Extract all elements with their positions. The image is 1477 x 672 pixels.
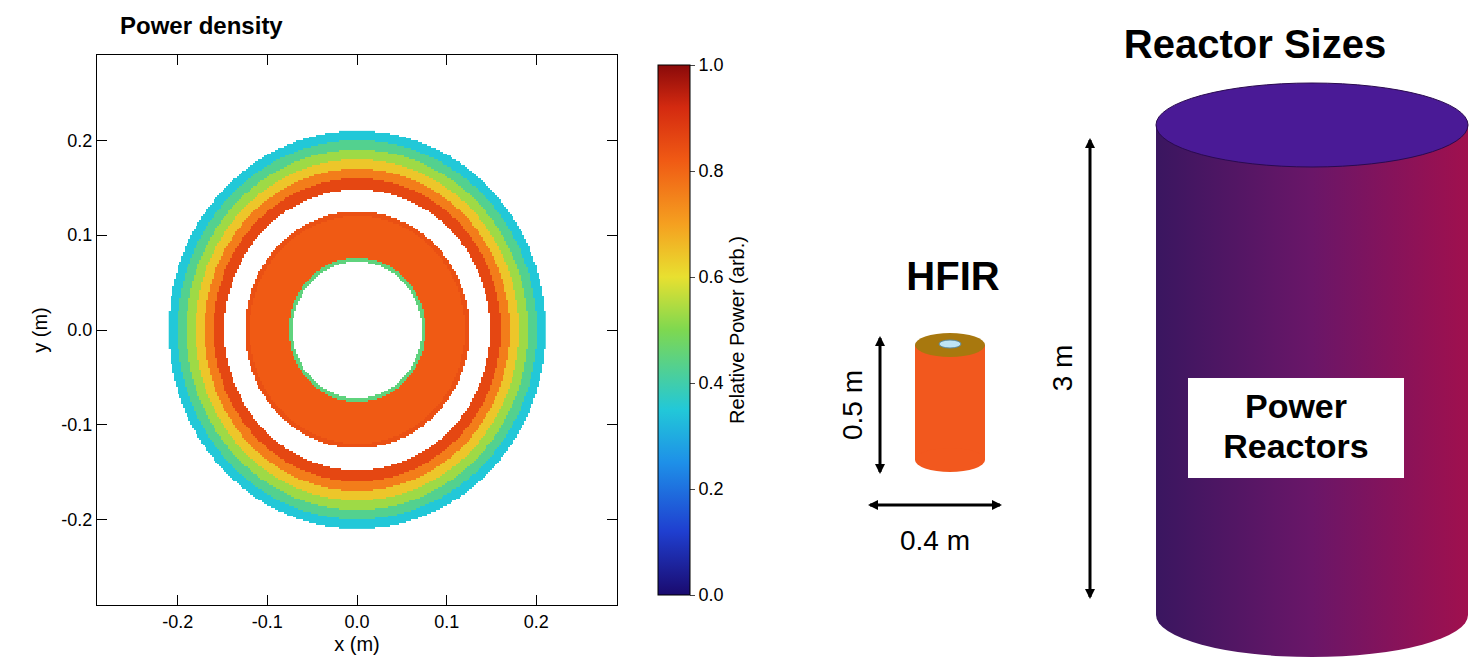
svg-text:0.6: 0.6	[699, 267, 724, 287]
svg-text:Power: Power	[1245, 387, 1347, 425]
svg-text:Reactors: Reactors	[1223, 427, 1369, 465]
svg-text:-0.2: -0.2	[61, 510, 92, 530]
svg-text:-0.1: -0.1	[252, 612, 283, 632]
svg-text:0.2: 0.2	[524, 612, 549, 632]
svg-text:x (m): x (m)	[334, 633, 380, 655]
svg-text:3 m: 3 m	[1047, 345, 1078, 392]
svg-text:y (m): y (m)	[29, 307, 51, 353]
svg-text:1.0: 1.0	[699, 55, 724, 75]
svg-text:Reactor Sizes: Reactor Sizes	[1124, 22, 1386, 66]
svg-text:0.0: 0.0	[699, 585, 724, 605]
svg-text:0.0: 0.0	[344, 612, 369, 632]
svg-text:0.1: 0.1	[434, 612, 459, 632]
svg-text:-0.1: -0.1	[61, 415, 92, 435]
svg-text:0.0: 0.0	[67, 320, 92, 340]
svg-text:0.4: 0.4	[699, 373, 724, 393]
svg-text:0.2: 0.2	[67, 131, 92, 151]
svg-text:Power density: Power density	[120, 12, 283, 39]
svg-text:0.5 m: 0.5 m	[837, 370, 868, 440]
svg-text:0.2: 0.2	[699, 479, 724, 499]
svg-text:0.4 m: 0.4 m	[900, 525, 970, 556]
svg-text:HFIR: HFIR	[906, 254, 999, 298]
svg-text:Relative Power (arb.): Relative Power (arb.)	[726, 236, 748, 424]
svg-text:-0.2: -0.2	[162, 612, 193, 632]
svg-text:0.8: 0.8	[699, 161, 724, 181]
svg-text:0.1: 0.1	[67, 225, 92, 245]
